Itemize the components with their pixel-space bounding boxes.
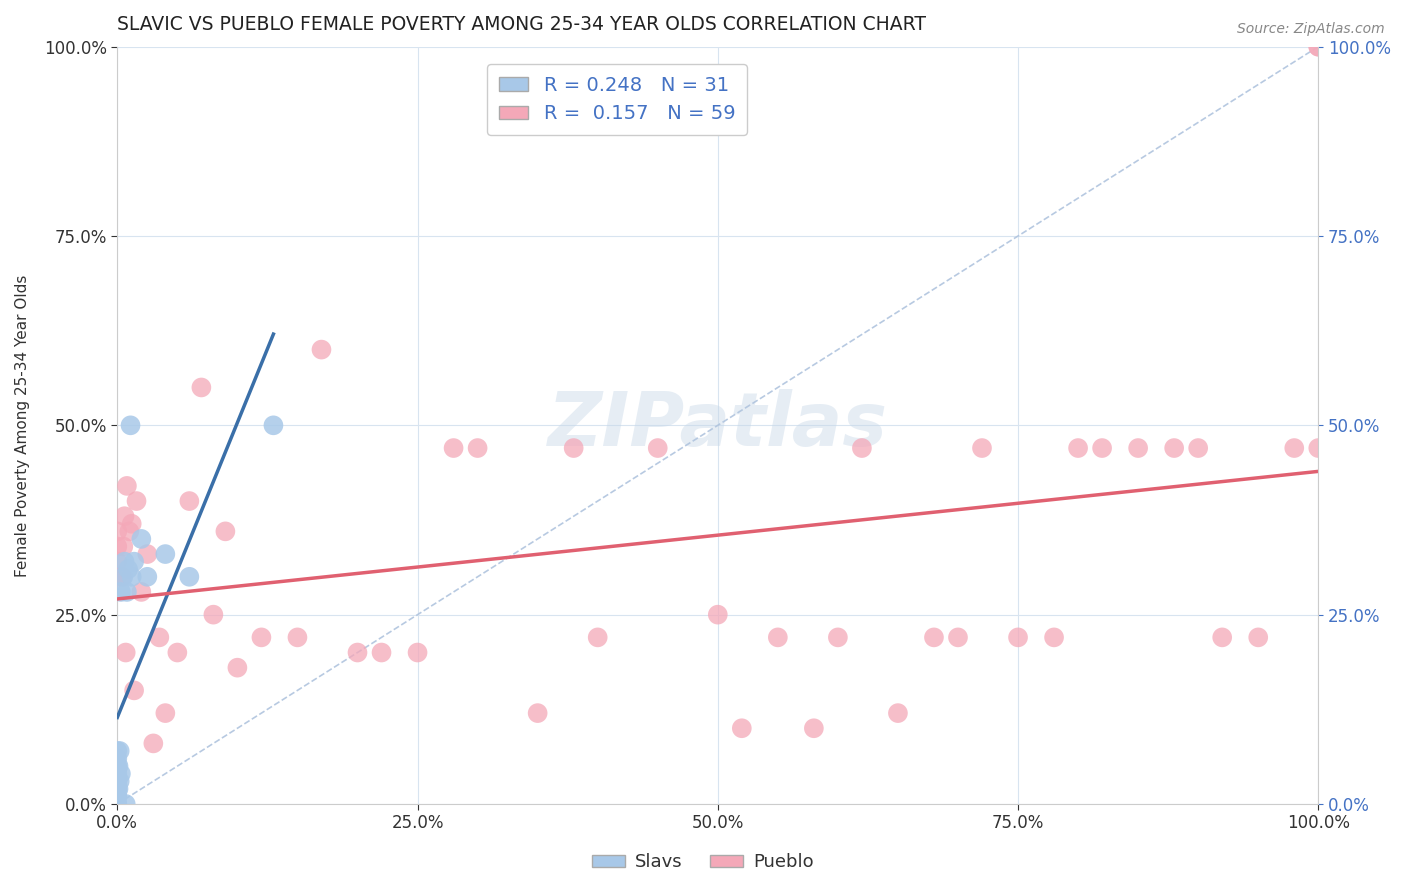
Point [287, 631, 309, 645]
Point [1067, 441, 1090, 455]
Point [443, 441, 465, 455]
Point [111, 570, 134, 584]
Point [179, 494, 201, 508]
Point [179, 570, 201, 584]
Point [148, 631, 170, 645]
Point [107, 759, 129, 773]
Point [108, 744, 131, 758]
Point [586, 631, 609, 645]
Point [114, 797, 136, 811]
Point [107, 781, 129, 796]
Point [970, 441, 993, 455]
Point [766, 631, 789, 645]
Point [526, 706, 548, 720]
Point [1043, 631, 1066, 645]
Point [105, 797, 128, 811]
Point [114, 509, 136, 524]
Point [851, 441, 873, 455]
Point [1091, 441, 1114, 455]
Point [1308, 441, 1330, 455]
Point [110, 766, 132, 780]
Point [202, 607, 225, 622]
Point [250, 631, 273, 645]
Point [142, 736, 165, 750]
Point [370, 646, 392, 660]
Point [125, 494, 148, 508]
Point [262, 418, 284, 433]
Point [346, 646, 368, 660]
Point [1211, 631, 1233, 645]
Point [121, 516, 143, 531]
Point [105, 797, 128, 811]
Point [105, 781, 128, 796]
Point [112, 570, 135, 584]
Point [118, 524, 141, 539]
Text: Source: ZipAtlas.com: Source: ZipAtlas.com [1237, 22, 1385, 37]
Legend: Slavs, Pueblo: Slavs, Pueblo [585, 847, 821, 879]
Point [120, 418, 142, 433]
Point [155, 547, 177, 561]
Point [1163, 441, 1185, 455]
Point [105, 744, 128, 758]
Point [105, 766, 128, 780]
Point [1126, 441, 1149, 455]
Point [214, 524, 236, 539]
Point [467, 441, 489, 455]
Point [112, 540, 135, 554]
Point [946, 631, 969, 645]
Point [105, 540, 128, 554]
Point [311, 343, 333, 357]
Point [803, 721, 825, 735]
Point [1308, 39, 1330, 54]
Point [115, 479, 138, 493]
Point [122, 555, 145, 569]
Point [166, 646, 188, 660]
Point [108, 774, 131, 789]
Point [136, 547, 159, 561]
Text: SLAVIC VS PUEBLO FEMALE POVERTY AMONG 25-34 YEAR OLDS CORRELATION CHART: SLAVIC VS PUEBLO FEMALE POVERTY AMONG 25… [117, 15, 927, 34]
Point [922, 631, 945, 645]
Point [117, 562, 139, 576]
Point [136, 570, 159, 584]
Point [1308, 39, 1330, 54]
Text: ZIPatlas: ZIPatlas [548, 389, 887, 462]
Point [105, 774, 128, 789]
Point [1284, 441, 1306, 455]
Point [887, 706, 910, 720]
Y-axis label: Female Poverty Among 25-34 Year Olds: Female Poverty Among 25-34 Year Olds [15, 274, 30, 576]
Point [105, 759, 128, 773]
Point [105, 751, 128, 765]
Point [115, 585, 138, 599]
Point [122, 683, 145, 698]
Point [1247, 631, 1270, 645]
Point [406, 646, 429, 660]
Point [731, 721, 754, 735]
Point [114, 555, 136, 569]
Point [1187, 441, 1209, 455]
Point [105, 789, 128, 804]
Legend: R = 0.248   N = 31, R =  0.157   N = 59: R = 0.248 N = 31, R = 0.157 N = 59 [488, 64, 747, 135]
Point [131, 585, 153, 599]
Point [190, 380, 212, 394]
Point [647, 441, 669, 455]
Point [827, 631, 849, 645]
Point [105, 774, 128, 789]
Point [105, 789, 128, 804]
Point [131, 532, 153, 546]
Point [105, 570, 128, 584]
Point [121, 570, 143, 584]
Point [110, 585, 132, 599]
Point [105, 524, 128, 539]
Point [114, 646, 136, 660]
Point [707, 607, 730, 622]
Point [1007, 631, 1029, 645]
Point [155, 706, 177, 720]
Point [226, 661, 249, 675]
Point [562, 441, 585, 455]
Point [105, 555, 128, 569]
Point [105, 781, 128, 796]
